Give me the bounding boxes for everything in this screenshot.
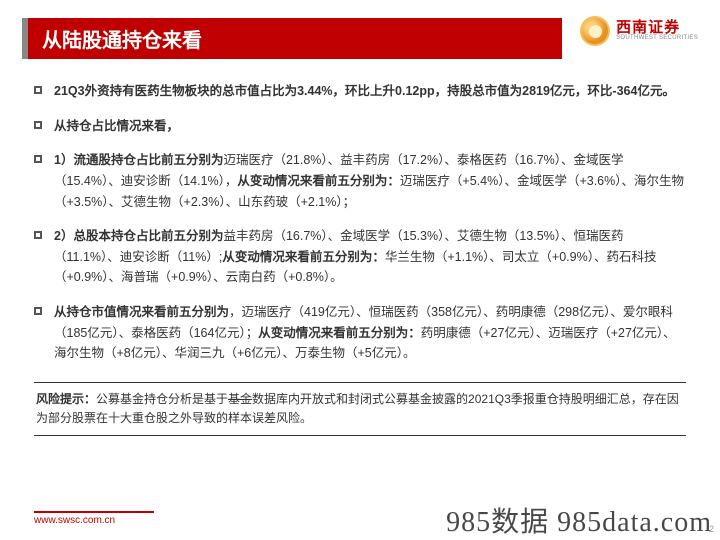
bullet-text: 2）总股本持仓占比前五分别为益丰药房（16.7%）、金域医学（15.3%）、艾德… bbox=[54, 226, 686, 288]
logo: 西南证券 SOUTHWEST SECURITIES bbox=[580, 16, 698, 46]
bullet-icon bbox=[34, 155, 42, 163]
bullet-item: 21Q3外资持有医药生物板块的总市值占比为3.44%，环比上升0.12pp，持股… bbox=[34, 81, 686, 102]
risk-text: 公募基金持仓分析是基于基金数据库内开放式和封闭式公募基金披露的2021Q3季报重… bbox=[36, 392, 679, 425]
watermark: 985数据 985data.com bbox=[446, 500, 712, 540]
logo-cn-text: 西南证券 bbox=[616, 20, 698, 35]
risk-label: 风险提示： bbox=[36, 392, 96, 406]
page-number: 2 bbox=[709, 524, 714, 534]
footer-url: www.swsc.com.cn bbox=[34, 511, 154, 526]
page-title: 从陆股通持仓来看 bbox=[22, 18, 562, 59]
bullet-icon bbox=[34, 86, 42, 94]
bullet-item: 1）流通股持仓占比前五分别为迈瑞医疗（21.8%）、益丰药房（17.2%）、泰格… bbox=[34, 150, 686, 212]
bullet-icon bbox=[34, 307, 42, 315]
bullet-item: 从持仓市值情况来看前五分别为，迈瑞医疗（419亿元）、恒瑞医药（358亿元）、药… bbox=[34, 302, 686, 364]
logo-icon bbox=[580, 16, 610, 46]
bullet-item: 从持仓占比情况来看， bbox=[34, 116, 686, 137]
content-body: 21Q3外资持有医药生物板块的总市值占比为3.44%，环比上升0.12pp，持股… bbox=[0, 59, 720, 436]
bullet-item: 2）总股本持仓占比前五分别为益丰药房（16.7%）、金域医学（15.3%）、艾德… bbox=[34, 226, 686, 288]
logo-en-text: SOUTHWEST SECURITIES bbox=[616, 35, 698, 42]
bullet-text: 21Q3外资持有医药生物板块的总市值占比为3.44%，环比上升0.12pp，持股… bbox=[54, 81, 686, 102]
bullet-icon bbox=[34, 121, 42, 129]
bullet-icon bbox=[34, 231, 42, 239]
header: 从陆股通持仓来看 西南证券 SOUTHWEST SECURITIES bbox=[0, 0, 720, 59]
bullet-text: 从持仓市值情况来看前五分别为，迈瑞医疗（419亿元）、恒瑞医药（358亿元）、药… bbox=[54, 302, 686, 364]
bullet-text: 从持仓占比情况来看， bbox=[54, 116, 686, 137]
risk-disclosure: 风险提示：公募基金持仓分析是基于基金数据库内开放式和封闭式公募基金披露的2021… bbox=[34, 382, 686, 436]
bullet-text: 1）流通股持仓占比前五分别为迈瑞医疗（21.8%）、益丰药房（17.2%）、泰格… bbox=[54, 150, 686, 212]
